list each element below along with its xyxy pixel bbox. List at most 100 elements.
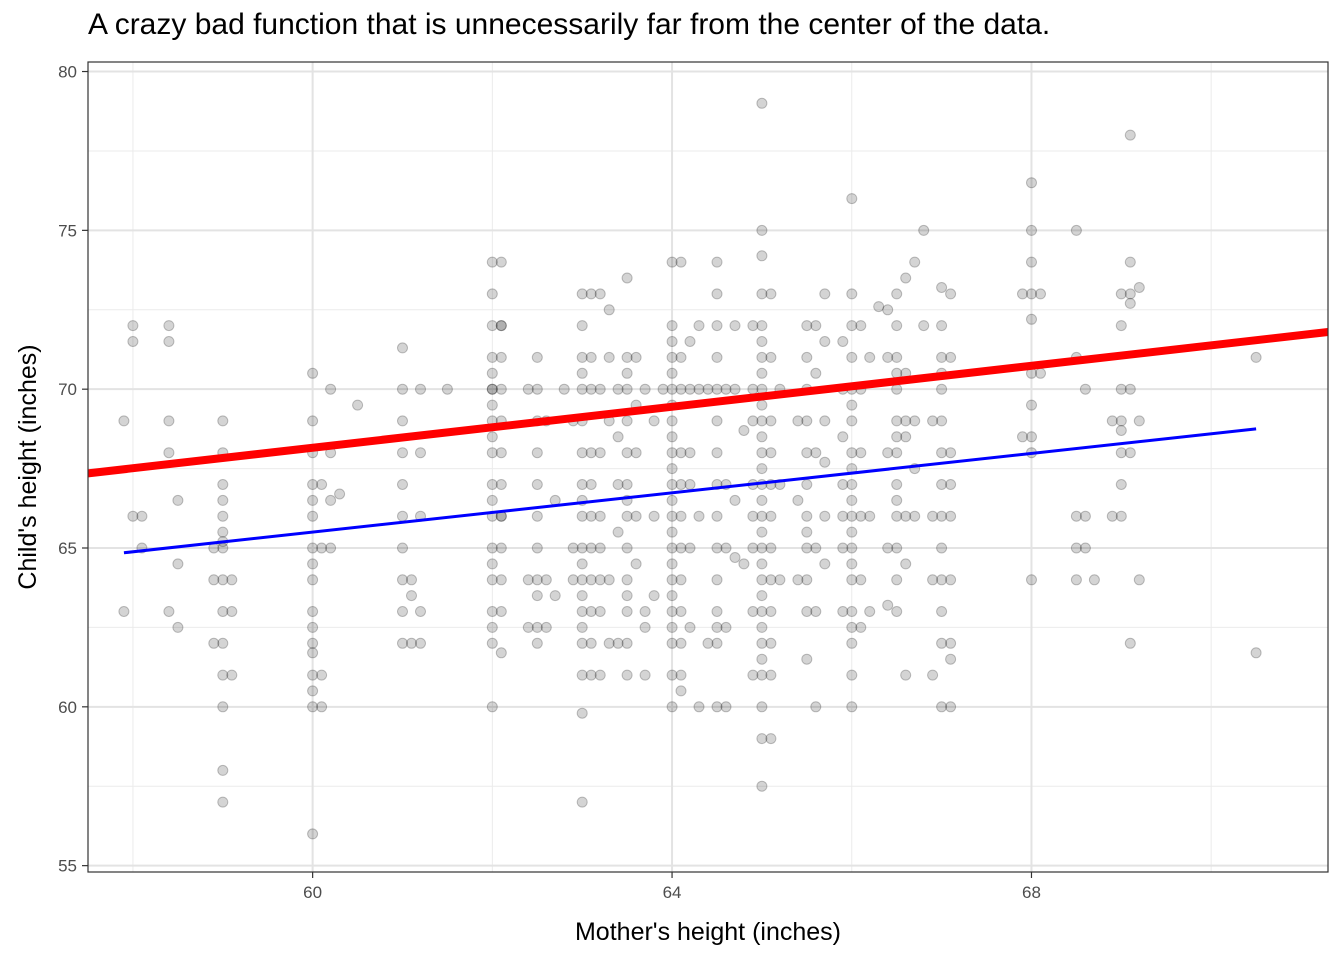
data-point [540,621,552,633]
data-point [891,510,903,522]
data-point [666,542,678,554]
data-point [900,415,912,427]
data-point [765,733,777,745]
data-point [756,637,768,649]
data-point [810,320,822,332]
data-point [621,590,633,602]
data-point [486,256,498,268]
data-point [765,510,777,522]
data-point [576,351,588,363]
data-point [495,447,507,459]
data-point [756,542,768,554]
data-point [846,415,858,427]
data-point [397,383,408,395]
data-point [648,415,660,427]
data-point [675,256,687,268]
data-point [118,415,130,427]
data-point [1070,542,1082,554]
data-point [1124,447,1136,459]
data-point [837,510,849,522]
data-point [163,415,175,427]
data-point [486,574,498,586]
data-point [639,621,651,633]
data-point [495,606,507,617]
data-point [711,542,723,554]
data-point [397,342,408,354]
data-point [486,621,498,633]
data-point [819,558,831,570]
data-point [495,647,507,659]
data-point [1115,415,1127,427]
data-point [846,399,858,411]
data-point [720,542,732,554]
data-point [684,621,696,633]
data-point [217,415,229,427]
data-point [226,669,238,681]
data-point [406,637,417,649]
data-point [675,685,687,697]
data-point [639,606,651,617]
data-point [774,574,786,586]
data-point [217,494,229,506]
data-point [666,669,678,681]
data-point [801,510,813,522]
data-point [720,621,732,633]
y-tick-label: 60 [58,698,77,717]
data-point [217,574,229,586]
data-point [495,320,507,332]
data-point [585,606,597,617]
data-point [918,320,930,332]
data-point [666,701,678,713]
data-point [576,542,588,554]
data-point [217,606,229,617]
data-point [585,510,597,522]
data-point [756,431,768,443]
data-point [639,669,651,681]
data-point [612,637,624,649]
data-point [666,558,678,570]
data-point [217,796,229,808]
data-point [217,479,229,490]
data-point [648,590,660,602]
data-point [1115,288,1127,300]
data-point [846,494,858,506]
data-point [531,621,543,633]
data-point [765,574,777,586]
data-point [846,606,858,617]
axis-layer: 60 64 68 55 60 65 70 75 80 [58,63,1041,902]
data-point [531,637,543,649]
chart-title: A crazy bad function that is unnecessari… [88,8,1051,41]
data-point [1088,574,1100,586]
data-point [891,351,903,363]
data-point [666,574,678,586]
data-point [1026,256,1037,268]
data-point [675,542,687,554]
data-point [495,256,507,268]
data-point [693,510,705,522]
data-point [756,780,768,792]
data-point [639,383,651,395]
data-point [756,558,768,570]
data-point [217,701,229,713]
data-point [945,701,957,713]
data-point [576,320,588,332]
data-point [163,606,175,617]
data-point [756,590,768,602]
data-point [882,542,894,554]
data-point [415,637,426,649]
data-point [531,590,543,602]
data-point [711,288,723,300]
data-point [576,707,588,719]
data-point [585,288,597,300]
data-point [576,479,588,490]
data-point [711,606,723,617]
data-point [855,320,867,332]
data-point [585,669,597,681]
data-point [846,621,858,633]
data-point [486,320,498,332]
data-point [675,606,687,617]
data-point [711,574,723,586]
data-point [891,383,903,395]
data-point [1115,447,1127,459]
